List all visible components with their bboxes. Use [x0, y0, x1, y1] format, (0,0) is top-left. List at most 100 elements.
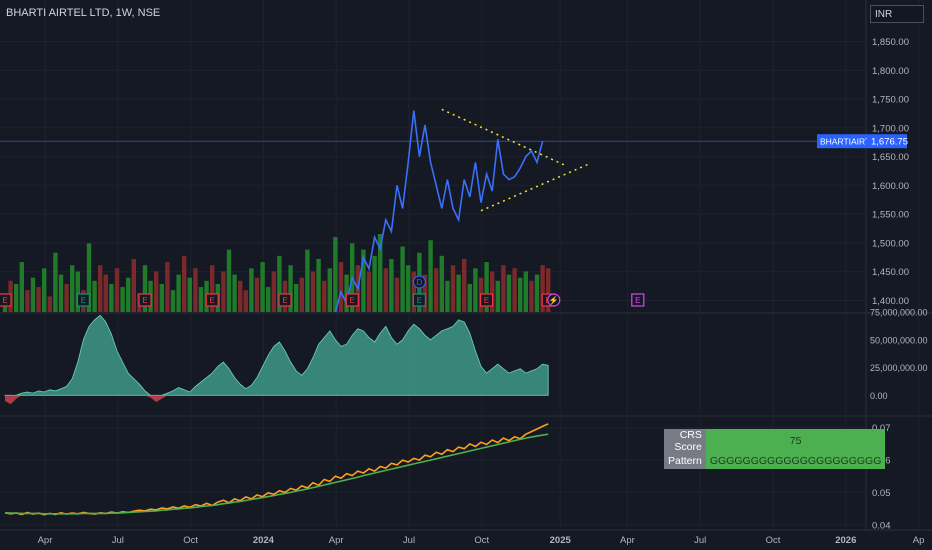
volume-bar — [310, 271, 316, 312]
event-marker-box — [345, 293, 359, 307]
crs-score-value: 75 — [705, 429, 886, 453]
pattern-value: GGGGGGGGGGGGGGGGGGGGG — [705, 453, 886, 469]
volume-bar — [243, 290, 248, 312]
time-tick-label: Jul — [112, 535, 124, 546]
currency-selector[interactable]: INR — [870, 5, 924, 23]
crs-tick-label: 0.05 — [872, 488, 891, 499]
volume-bar — [512, 268, 517, 312]
time-tick-label: Oct — [766, 535, 781, 546]
volume-bar — [75, 271, 80, 312]
crs-indicator — [4, 423, 549, 516]
event-marker-label: E — [635, 296, 640, 305]
event-marker-box — [412, 293, 426, 307]
volume-bar — [120, 287, 125, 312]
event-marker-box — [76, 293, 91, 307]
event-marker-label: E — [210, 296, 215, 305]
volume-bar — [490, 271, 495, 312]
volume-bar — [394, 277, 400, 312]
pattern-row: Pattern GGGGGGGGGGGGGGGGGGGGG — [664, 453, 886, 469]
price-series — [334, 110, 544, 313]
volume-bar — [428, 240, 433, 312]
volume-bar — [277, 255, 282, 312]
event-marker-box — [138, 293, 152, 307]
time-tick-label: 2026 — [835, 535, 856, 546]
volume-bar — [495, 280, 500, 312]
volume-bar — [450, 265, 456, 312]
volume-bar — [344, 274, 349, 312]
volume-bar — [473, 268, 478, 312]
triangle-pattern — [441, 108, 588, 212]
time-tick-label: Apr — [38, 535, 53, 546]
volume-bar — [260, 262, 265, 312]
volume-bar — [299, 277, 304, 312]
volume-tick-label: 75,000,000.00 — [870, 308, 928, 318]
event-marker-box — [205, 293, 219, 307]
volume-bar — [305, 249, 310, 312]
volume-bar — [221, 271, 226, 312]
time-tick-label: Jul — [694, 535, 706, 546]
last-price-tag — [867, 134, 907, 149]
volume-bar — [126, 277, 131, 312]
volume-bar — [534, 274, 540, 312]
volume-bar — [36, 287, 41, 312]
volume-bar — [176, 274, 181, 312]
crs-tick-label: 0.07 — [872, 423, 891, 434]
volume-bar — [142, 265, 148, 312]
event-marker-label: E — [417, 296, 422, 305]
volume-bar — [462, 258, 467, 312]
volume-bar — [64, 283, 69, 312]
event-marker-box — [631, 293, 645, 307]
volume-oscillator — [4, 314, 549, 405]
event-marker-circle — [547, 293, 561, 307]
volume-bar — [86, 243, 92, 312]
crs-score-label: CRS Score — [664, 429, 706, 453]
price-tick-label: 1,500.00 — [872, 238, 909, 249]
volume-bar — [25, 290, 30, 312]
volume-bar — [170, 290, 176, 312]
crs-tick-label: 0.04 — [872, 520, 891, 531]
volume-bar — [546, 268, 551, 312]
time-tick-label: Ap — [913, 535, 925, 546]
crs-average-line — [4, 433, 549, 515]
time-tick-label: Oct — [474, 535, 489, 546]
volume-bar — [506, 274, 512, 312]
volume-bar — [372, 255, 377, 312]
event-marker-label: E — [484, 296, 489, 305]
volume-bar — [198, 287, 204, 312]
volume-bar — [165, 262, 170, 312]
volume-bar — [249, 268, 254, 312]
chart-title: BHARTI AIRTEL LTD, 1W, NSE — [6, 7, 161, 19]
volume-tick-label: 25,000,000.00 — [870, 363, 928, 373]
volume-bar — [131, 258, 136, 312]
volume-bar — [383, 268, 388, 312]
volume-bar — [422, 274, 428, 312]
volume-bar — [114, 268, 120, 312]
event-marker-label: E — [282, 296, 287, 305]
volume-bar — [53, 252, 58, 312]
volume-bar — [58, 274, 64, 312]
event-marker-circle — [412, 275, 426, 289]
volume-bar — [316, 258, 321, 312]
volume-bar — [103, 274, 108, 312]
crs-score-row: CRS Score 75 — [664, 429, 886, 453]
time-tick-label: Apr — [329, 535, 344, 546]
price-tick-label: 1,550.00 — [872, 210, 909, 221]
volume-bar — [523, 271, 528, 312]
volume-bar — [484, 262, 489, 312]
price-tick-label: 1,850.00 — [872, 37, 909, 48]
volume-bar — [456, 274, 461, 312]
volume-bar — [109, 283, 114, 312]
volume-bar — [232, 274, 237, 312]
volume-bar — [322, 280, 327, 312]
event-markers: EEEEEEDEEE⚡E — [0, 275, 645, 307]
volume-bar — [47, 296, 52, 312]
volume-bar — [226, 249, 232, 312]
volume-bar — [411, 271, 416, 312]
volume-bar — [333, 237, 338, 312]
price-tick-label: 1,700.00 — [872, 123, 909, 134]
volume-bar — [30, 277, 36, 312]
volume-bar — [92, 280, 97, 312]
volume-bar — [210, 265, 215, 312]
price-line — [334, 110, 544, 313]
